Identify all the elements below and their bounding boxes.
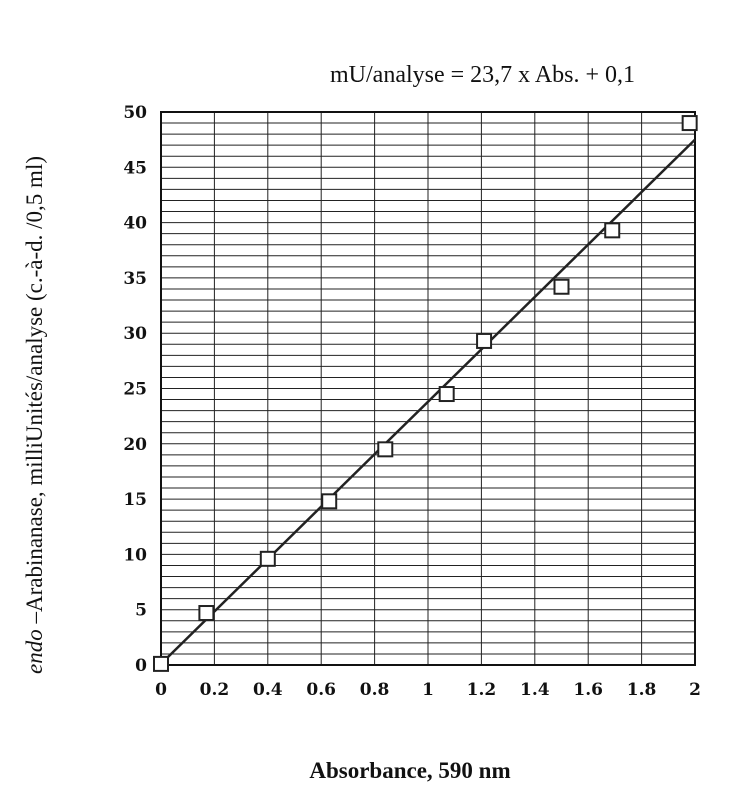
x-tick-label: 0 bbox=[155, 680, 167, 700]
data-point-square bbox=[438, 386, 455, 403]
data-point-square bbox=[553, 278, 570, 295]
data-point-square bbox=[476, 332, 493, 349]
x-tick-label: 1.8 bbox=[627, 680, 657, 700]
y-tick-label: 25 bbox=[123, 380, 147, 400]
data-point-square bbox=[198, 605, 215, 622]
x-tick-label: 0.2 bbox=[200, 680, 230, 700]
fit-equation: mU/analyse = 23,7 x Abs. + 0,1 bbox=[330, 62, 635, 88]
tick-labels: 0 0.2 0.4 0.6 0.8 1 1.2 1.4 1.6 1.8 20510152025303… bbox=[123, 103, 701, 700]
y-tick-label: 30 bbox=[123, 324, 147, 344]
y-tick-label: 0 bbox=[135, 656, 147, 676]
x-tick-label: 1.4 bbox=[520, 680, 550, 700]
y-tick-label: 45 bbox=[123, 158, 147, 178]
x-tick-label: 2 bbox=[689, 680, 701, 700]
plot-grid bbox=[160, 111, 696, 666]
x-tick-label: 0.4 bbox=[253, 680, 283, 700]
data-point-square bbox=[377, 441, 394, 458]
y-tick-label: 15 bbox=[123, 490, 147, 510]
y-tick-label: 20 bbox=[123, 435, 147, 455]
y-axis-label-italic: endo bbox=[22, 629, 47, 674]
x-tick-label: 1.2 bbox=[467, 680, 497, 700]
x-tick-label: 0.8 bbox=[360, 680, 390, 700]
x-tick-label: 1.6 bbox=[573, 680, 603, 700]
y-axis-label-rest: –Arabinanase, milliUnités/analyse (c.-à-… bbox=[22, 156, 47, 629]
data-points bbox=[153, 115, 698, 672]
y-tick-label: 10 bbox=[123, 545, 147, 565]
y-tick-label: 50 bbox=[123, 103, 147, 123]
x-tick-label: 0.6 bbox=[306, 680, 336, 700]
plot-frame bbox=[160, 111, 696, 666]
y-axis-label: endo –Arabinanase, milliUnités/analyse (… bbox=[22, 156, 47, 674]
data-point-square bbox=[321, 493, 338, 510]
y-tick-label: 40 bbox=[123, 214, 147, 234]
x-tick-label: 1 bbox=[422, 680, 434, 700]
data-point-square bbox=[259, 550, 276, 567]
y-tick-label: 5 bbox=[135, 601, 147, 621]
data-point-square bbox=[681, 115, 698, 132]
data-point-square bbox=[153, 655, 169, 672]
data-point-square bbox=[604, 222, 621, 239]
y-tick-label: 35 bbox=[123, 269, 147, 289]
x-axis-label: Absorbance, 590 nm bbox=[309, 758, 510, 783]
